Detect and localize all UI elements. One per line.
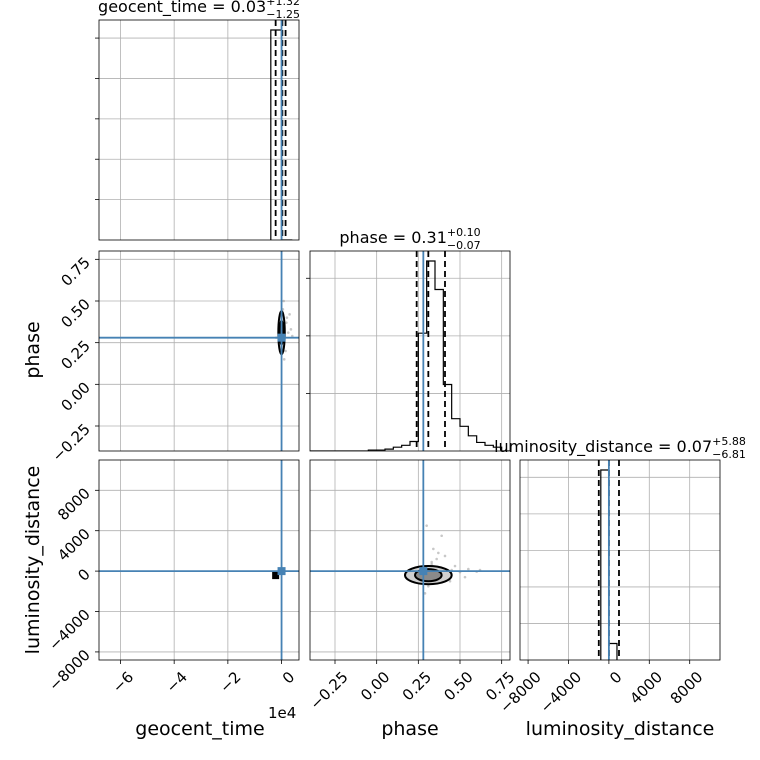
sample-point xyxy=(285,316,289,319)
sample-point xyxy=(467,567,470,571)
truth-marker xyxy=(277,333,286,342)
x-tick-label: −0.25 xyxy=(307,668,352,713)
sample-point xyxy=(440,534,443,538)
panel-title-minus: −0.07 xyxy=(447,239,481,252)
ylabel-phase: phase xyxy=(22,321,44,378)
offset-text: 1e4 xyxy=(268,704,296,722)
ylabel-luminosity-distance: luminosity_distance xyxy=(22,466,44,655)
sample-point xyxy=(427,584,430,588)
histogram-step xyxy=(310,260,510,451)
y-tick-label: 4000 xyxy=(54,525,94,565)
sample-point xyxy=(432,547,435,551)
sample-point xyxy=(282,299,285,303)
sample-point xyxy=(425,524,428,527)
panel-frame xyxy=(309,459,511,661)
sample-point xyxy=(437,551,440,555)
sample-point xyxy=(286,331,290,334)
panel-title: geocent_time = 0.03+1.32 xyxy=(98,0,300,17)
xlabel-luminosity-distance: luminosity_distance xyxy=(526,718,715,740)
sample-point xyxy=(463,575,467,579)
y-tick-label: 0.75 xyxy=(57,253,93,289)
sample-point xyxy=(453,564,457,568)
truth-marker xyxy=(277,567,286,576)
y-tick-label: 0.50 xyxy=(57,295,93,331)
sample-point xyxy=(284,349,287,353)
x-tick-label: 0.00 xyxy=(357,668,393,704)
panel-frame xyxy=(98,19,300,241)
y-tick-label: −4000 xyxy=(45,606,94,655)
panel-phase-vs-lumdist: −0.25 0.00 0.25 0.50 0.75 xyxy=(307,459,518,713)
sample-point xyxy=(423,592,427,595)
y-tick-label: 0 xyxy=(74,565,93,584)
sample-point xyxy=(285,321,288,324)
sample-point xyxy=(430,560,433,564)
y-tick-label: −0.25 xyxy=(49,420,94,465)
panel-title-minus: −6.81 xyxy=(712,448,746,461)
x-tick-label: −4 xyxy=(163,668,191,696)
x-tick-label: 0.25 xyxy=(399,668,435,704)
sample-point xyxy=(430,562,433,566)
panel-frame xyxy=(519,459,721,661)
panel-frame xyxy=(98,250,300,452)
xlabel-geocent-time: geocent_time xyxy=(135,718,264,740)
x-tick-label: 4000 xyxy=(626,668,666,708)
x-tick-label: −6 xyxy=(109,668,137,696)
sample-point xyxy=(282,358,286,361)
sample-point xyxy=(288,313,291,316)
y-tick-label: 8000 xyxy=(54,484,94,524)
sample-point xyxy=(435,557,438,561)
panel-geocent-time-hist: geocent_time = 0.03+1.32−1.25 xyxy=(95,0,300,241)
x-tick-label: 8000 xyxy=(667,668,707,708)
xlabel-phase: phase xyxy=(381,718,438,740)
panel-frame xyxy=(309,250,511,452)
sample-point xyxy=(290,334,294,338)
x-tick-label: 0.50 xyxy=(440,668,476,704)
x-tick-label: −4000 xyxy=(537,668,586,717)
panel-geocent-vs-phase: −0.25 0.00 0.25 0.50 0.75 xyxy=(49,250,300,465)
sample-point xyxy=(443,554,447,558)
sample-point xyxy=(289,328,293,331)
y-tick-label: 0.00 xyxy=(57,378,93,414)
x-tick-label: 0 xyxy=(279,668,298,687)
density-block xyxy=(272,571,280,580)
panel-phase-hist: phase = 0.31+0.10−0.07 xyxy=(306,226,511,452)
panel-title-minus: −1.25 xyxy=(266,8,300,21)
sample-point xyxy=(448,579,452,583)
panel-title: phase = 0.31+0.10 xyxy=(339,226,480,247)
panel-frame xyxy=(98,459,300,661)
x-tick-label: −2 xyxy=(216,668,244,696)
truth-marker xyxy=(419,567,428,576)
y-tick-label: 0.25 xyxy=(57,337,93,373)
x-tick-label: 0 xyxy=(606,668,625,687)
y-tick-label: −8000 xyxy=(45,646,94,695)
panel-title: luminosity_distance = 0.07+5.88 xyxy=(494,435,746,457)
